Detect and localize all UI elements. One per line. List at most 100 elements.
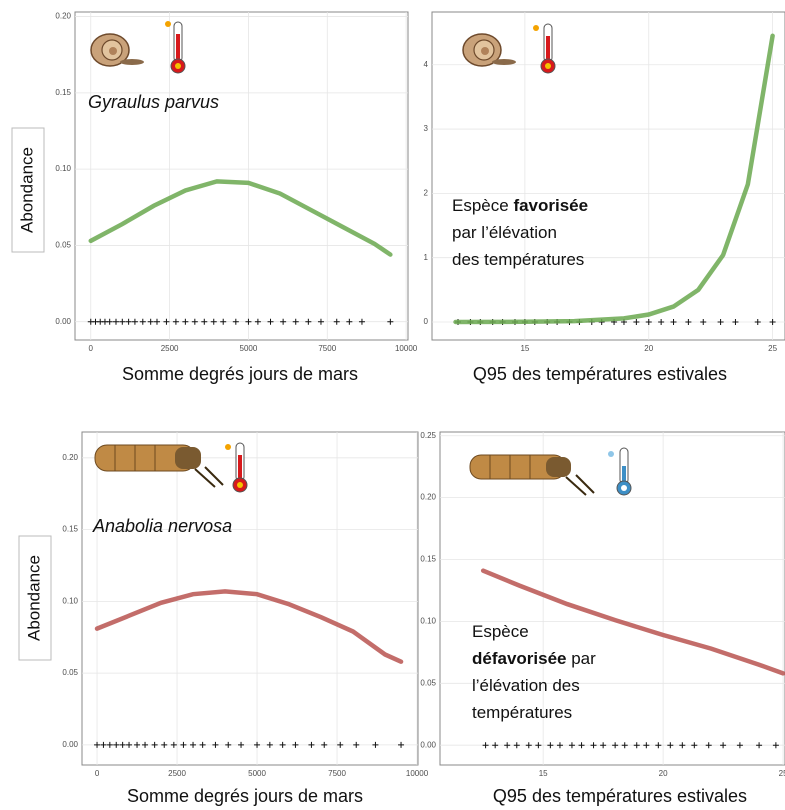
rug-point — [131, 318, 138, 325]
snail-icon — [462, 33, 516, 67]
y-tick-label: 4 — [424, 60, 429, 69]
rug-point — [667, 742, 674, 749]
rug-point — [482, 742, 489, 749]
rug-point — [504, 742, 511, 749]
annotation-segment: favorisée — [513, 196, 588, 215]
y-tick-label: 0.00 — [62, 740, 78, 749]
rug-point — [670, 318, 677, 325]
rug-point — [732, 318, 739, 325]
y-tick-label: 3 — [424, 124, 429, 133]
larva-icon — [469, 454, 595, 496]
rug-point — [720, 742, 727, 749]
rug-point — [769, 318, 776, 325]
thermometer-icon — [533, 23, 556, 74]
x-tick-label: 5000 — [248, 769, 266, 778]
rug-point — [317, 318, 324, 325]
rug-point — [633, 742, 640, 749]
rug-point — [346, 318, 353, 325]
rug-point — [161, 741, 168, 748]
rug-point — [172, 318, 179, 325]
annotation-line: défavorisée par — [472, 649, 596, 668]
rug-point — [308, 741, 315, 748]
rug-point — [568, 742, 575, 749]
x-axis-label: Somme degrés jours de mars — [122, 364, 358, 384]
rug-point — [225, 741, 232, 748]
rug-point — [147, 318, 154, 325]
rug-point — [358, 318, 365, 325]
rug-point — [142, 741, 149, 748]
rug-point — [372, 741, 379, 748]
rug-point — [151, 741, 158, 748]
x-tick-label: 7500 — [318, 344, 336, 353]
rug-point — [305, 318, 312, 325]
curve — [453, 33, 775, 325]
thermometer-icon — [608, 447, 632, 496]
rug-point — [190, 741, 197, 748]
rug-point — [578, 742, 585, 749]
rug-point — [292, 741, 299, 748]
y-tick-label: 0.00 — [420, 740, 436, 749]
rug-point — [170, 741, 177, 748]
annotation-segment: Espèce — [472, 622, 529, 641]
annotation-line: Espèce — [472, 622, 529, 641]
y-tick-label: 0.15 — [55, 88, 71, 97]
rug-point — [633, 318, 640, 325]
rug-point — [691, 742, 698, 749]
rug-point — [655, 742, 662, 749]
x-tick-label: 10000 — [395, 344, 418, 353]
curve — [94, 589, 404, 664]
rug-point — [547, 742, 554, 749]
rug-point — [266, 741, 273, 748]
annotation-line: des températures — [452, 250, 584, 269]
curve — [480, 568, 785, 676]
rug-point — [212, 741, 219, 748]
species-name: Anabolia nervosa — [92, 516, 232, 536]
rug-point — [645, 318, 652, 325]
rug-point — [736, 742, 743, 749]
x-tick-label: 5000 — [240, 344, 258, 353]
y-tick-label: 2 — [424, 188, 429, 197]
rug-point — [119, 741, 126, 748]
rug-point — [492, 742, 499, 749]
rug-point — [163, 318, 170, 325]
rug-point — [254, 318, 261, 325]
rug-point — [600, 742, 607, 749]
rug-point — [333, 318, 340, 325]
x-tick-label: 20 — [659, 769, 668, 778]
rug-point — [139, 318, 146, 325]
rug-point — [125, 318, 132, 325]
snail-icon — [90, 33, 144, 67]
rug-point — [643, 742, 650, 749]
x-axis-label: Q95 des températures estivales — [493, 786, 747, 806]
x-tick-label: 2500 — [161, 344, 179, 353]
plot-frame — [431, 11, 785, 341]
x-axis-label: Q95 des températures estivales — [473, 364, 727, 384]
rug-point — [398, 741, 405, 748]
rug-point — [387, 318, 394, 325]
rug-point — [94, 741, 101, 748]
rug-point — [112, 318, 119, 325]
rug-point — [612, 742, 619, 749]
y-tick-label: 0.00 — [55, 317, 71, 326]
rug-point — [113, 741, 120, 748]
rug-point — [717, 318, 724, 325]
rug-point — [245, 318, 252, 325]
panels: 0.000.050.100.150.200 2500 5000 7500 10000So… — [11, 11, 785, 806]
rug-point — [590, 742, 597, 749]
rug-point — [254, 741, 261, 748]
y-label-box — [11, 127, 45, 253]
rug-point — [754, 318, 761, 325]
rug-point — [685, 318, 692, 325]
icons — [90, 21, 632, 496]
y-axis-label: Abondance — [17, 147, 36, 233]
x-tick-label: 0 — [95, 769, 100, 778]
plot-frame — [74, 11, 409, 341]
rug-point — [292, 318, 299, 325]
x-tick-label: 2500 — [168, 769, 186, 778]
rug-point — [756, 742, 763, 749]
rug-point — [180, 741, 187, 748]
rug-point — [191, 318, 198, 325]
rug-point — [199, 741, 206, 748]
rug-point — [220, 318, 227, 325]
